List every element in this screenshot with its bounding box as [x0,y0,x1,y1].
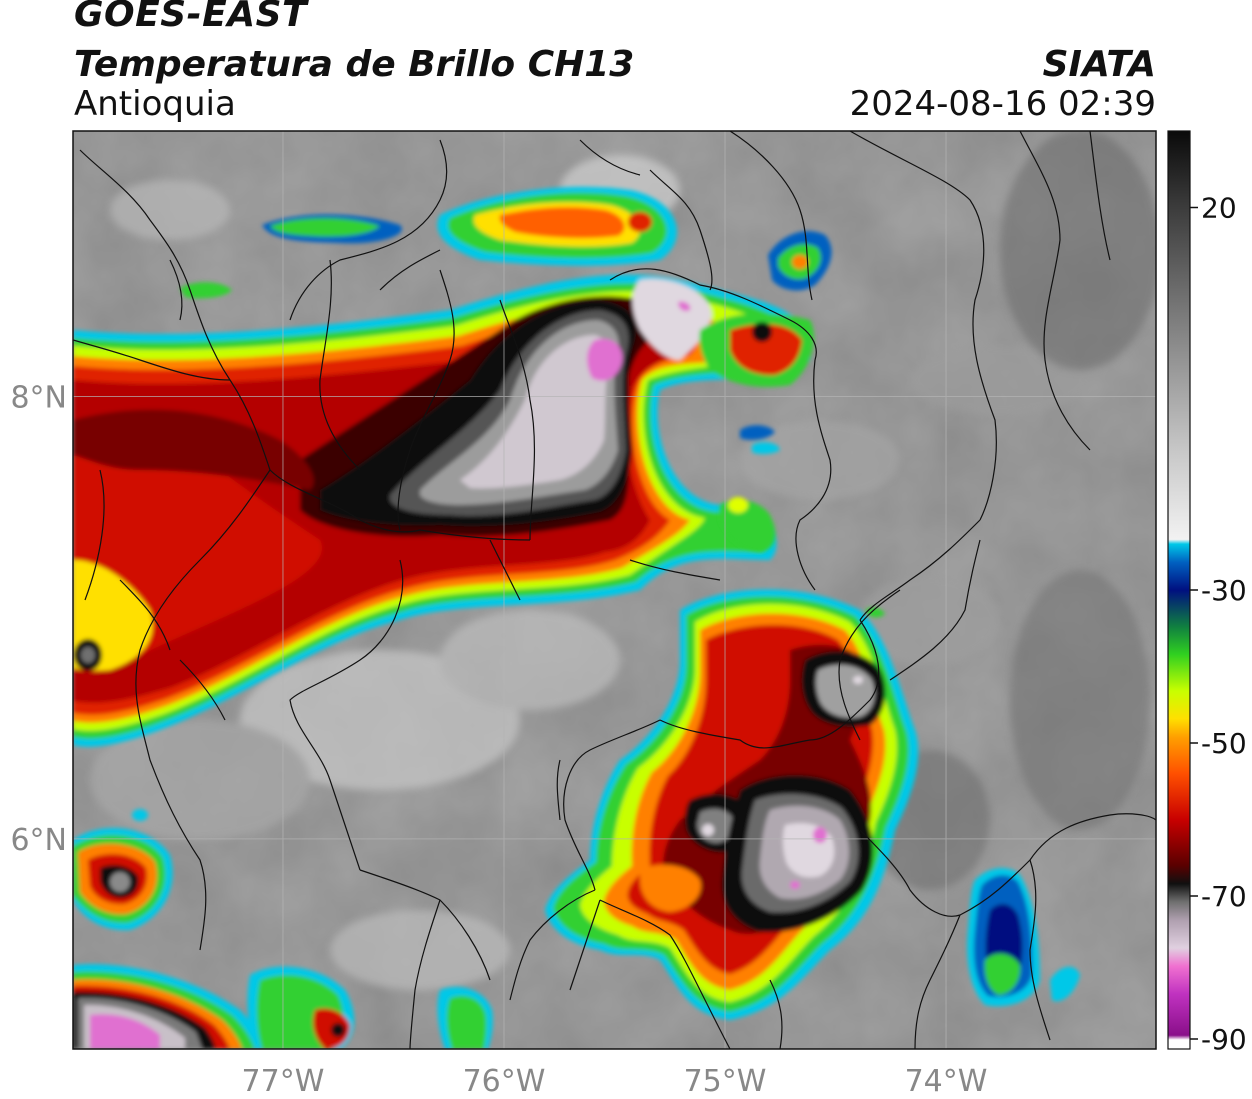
colorbar-tick-label: -50 [1201,727,1247,760]
lon-tick-label: 77°W [242,1064,325,1099]
lat-tick-label: 6°N [10,823,67,858]
lon-tick-label: 76°W [463,1064,546,1099]
lon-tick-label: 75°W [684,1064,767,1099]
satellite-title: GOES-EAST [74,0,308,35]
agency-label: SIATA [1042,44,1156,85]
latitude-axis: 8°N 6°N [10,380,67,857]
admin-borders [73,131,1156,1049]
product-title: Temperatura de Brillo CH13 [74,44,635,85]
region-label: Antioquia [74,84,236,124]
brightness-temperature-field [73,131,1156,1049]
lat-tick-label: 8°N [10,380,67,415]
longitude-axis: 77°W 76°W 75°W 74°W [242,1064,988,1099]
datetime-label: 2024-08-16 02:39 [849,84,1156,124]
lon-tick-label: 74°W [905,1064,988,1099]
colorbar-tick-label: -70 [1201,880,1247,913]
colorbar-tick-label: -30 [1201,574,1247,607]
plot-frame [72,130,1157,1050]
colorbar-tick-label: -90 [1201,1023,1247,1056]
colorbar-tick-label: 20 [1201,192,1237,225]
colorbar: 20 -30 -50 -70 -90 [1167,130,1247,1056]
graticule [73,131,1156,1049]
